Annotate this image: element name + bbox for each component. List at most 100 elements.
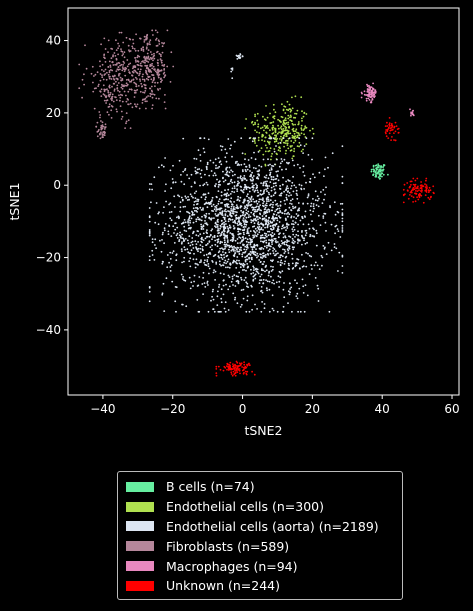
data-point <box>105 102 107 104</box>
data-point <box>339 203 342 205</box>
data-point <box>288 213 291 216</box>
data-point <box>145 77 148 80</box>
data-point <box>334 213 337 216</box>
data-point <box>198 276 201 278</box>
data-point <box>285 139 288 142</box>
data-point <box>136 56 139 59</box>
data-point <box>372 82 374 85</box>
data-point <box>147 55 150 58</box>
data-point <box>160 250 163 253</box>
data-point <box>250 157 253 159</box>
data-point <box>161 42 163 44</box>
data-point <box>110 105 113 107</box>
data-point <box>253 373 256 376</box>
data-point <box>377 164 380 167</box>
data-point <box>324 246 326 249</box>
data-point <box>329 205 331 207</box>
data-point <box>152 65 155 68</box>
data-point <box>244 205 246 208</box>
data-point <box>278 165 281 168</box>
data-point <box>259 275 262 278</box>
x-tick-label: 20 <box>305 402 320 416</box>
data-point <box>227 218 230 221</box>
data-point <box>147 78 150 81</box>
data-point <box>150 183 153 186</box>
data-point <box>393 139 395 141</box>
data-point <box>218 198 221 201</box>
data-point <box>261 301 263 303</box>
data-point <box>306 196 309 199</box>
data-point <box>266 147 268 149</box>
data-point <box>235 206 238 209</box>
data-point <box>341 229 344 232</box>
data-point <box>175 254 178 257</box>
data-point <box>412 114 415 117</box>
data-point <box>269 163 271 166</box>
data-point <box>281 227 283 230</box>
data-point <box>256 112 259 115</box>
data-point <box>180 174 182 176</box>
legend-item: Unknown (n=244) <box>126 576 394 596</box>
data-point <box>184 205 187 208</box>
data-point <box>254 209 257 211</box>
data-point <box>167 233 170 236</box>
data-point <box>265 246 268 249</box>
data-point <box>247 216 250 219</box>
data-point <box>282 135 285 137</box>
data-point <box>297 239 300 242</box>
data-point <box>262 252 265 255</box>
data-point <box>274 111 277 114</box>
data-point <box>213 208 216 211</box>
data-point <box>248 310 251 313</box>
data-point <box>144 84 147 87</box>
data-point <box>225 365 228 367</box>
data-point <box>303 310 306 313</box>
data-point <box>215 263 218 265</box>
data-point <box>229 367 232 369</box>
data-point <box>130 88 133 91</box>
data-point <box>205 212 208 215</box>
data-point <box>327 241 330 244</box>
data-point <box>272 252 275 255</box>
data-point <box>341 231 344 233</box>
data-point <box>324 168 326 171</box>
data-point <box>195 210 198 212</box>
data-point <box>170 187 173 190</box>
data-point <box>124 74 127 77</box>
data-point <box>210 205 213 208</box>
data-point <box>232 212 235 215</box>
data-point <box>302 152 304 155</box>
data-point <box>130 79 133 82</box>
data-point <box>99 116 101 119</box>
data-point <box>154 238 157 241</box>
data-point <box>148 255 151 258</box>
data-point <box>117 42 119 45</box>
data-point <box>257 123 260 126</box>
data-point <box>182 276 185 278</box>
data-point <box>279 276 282 279</box>
data-point <box>273 219 275 222</box>
data-point <box>156 81 159 84</box>
data-point <box>253 218 255 221</box>
data-point <box>242 188 245 191</box>
data-point <box>121 83 123 86</box>
data-point <box>279 254 282 257</box>
data-point <box>107 39 110 42</box>
data-point <box>199 244 202 247</box>
data-point <box>118 62 121 64</box>
data-point <box>260 182 262 185</box>
data-point <box>182 222 185 224</box>
data-point <box>157 72 159 75</box>
data-point <box>171 252 174 254</box>
data-point <box>165 183 167 186</box>
legend-swatch <box>126 541 154 552</box>
data-point <box>224 247 226 250</box>
data-point <box>361 92 363 95</box>
data-point <box>260 147 263 150</box>
data-point <box>260 240 262 243</box>
data-point <box>199 154 202 156</box>
data-point <box>415 187 417 190</box>
data-point <box>120 110 123 113</box>
data-point <box>214 270 217 273</box>
data-point <box>285 142 287 145</box>
